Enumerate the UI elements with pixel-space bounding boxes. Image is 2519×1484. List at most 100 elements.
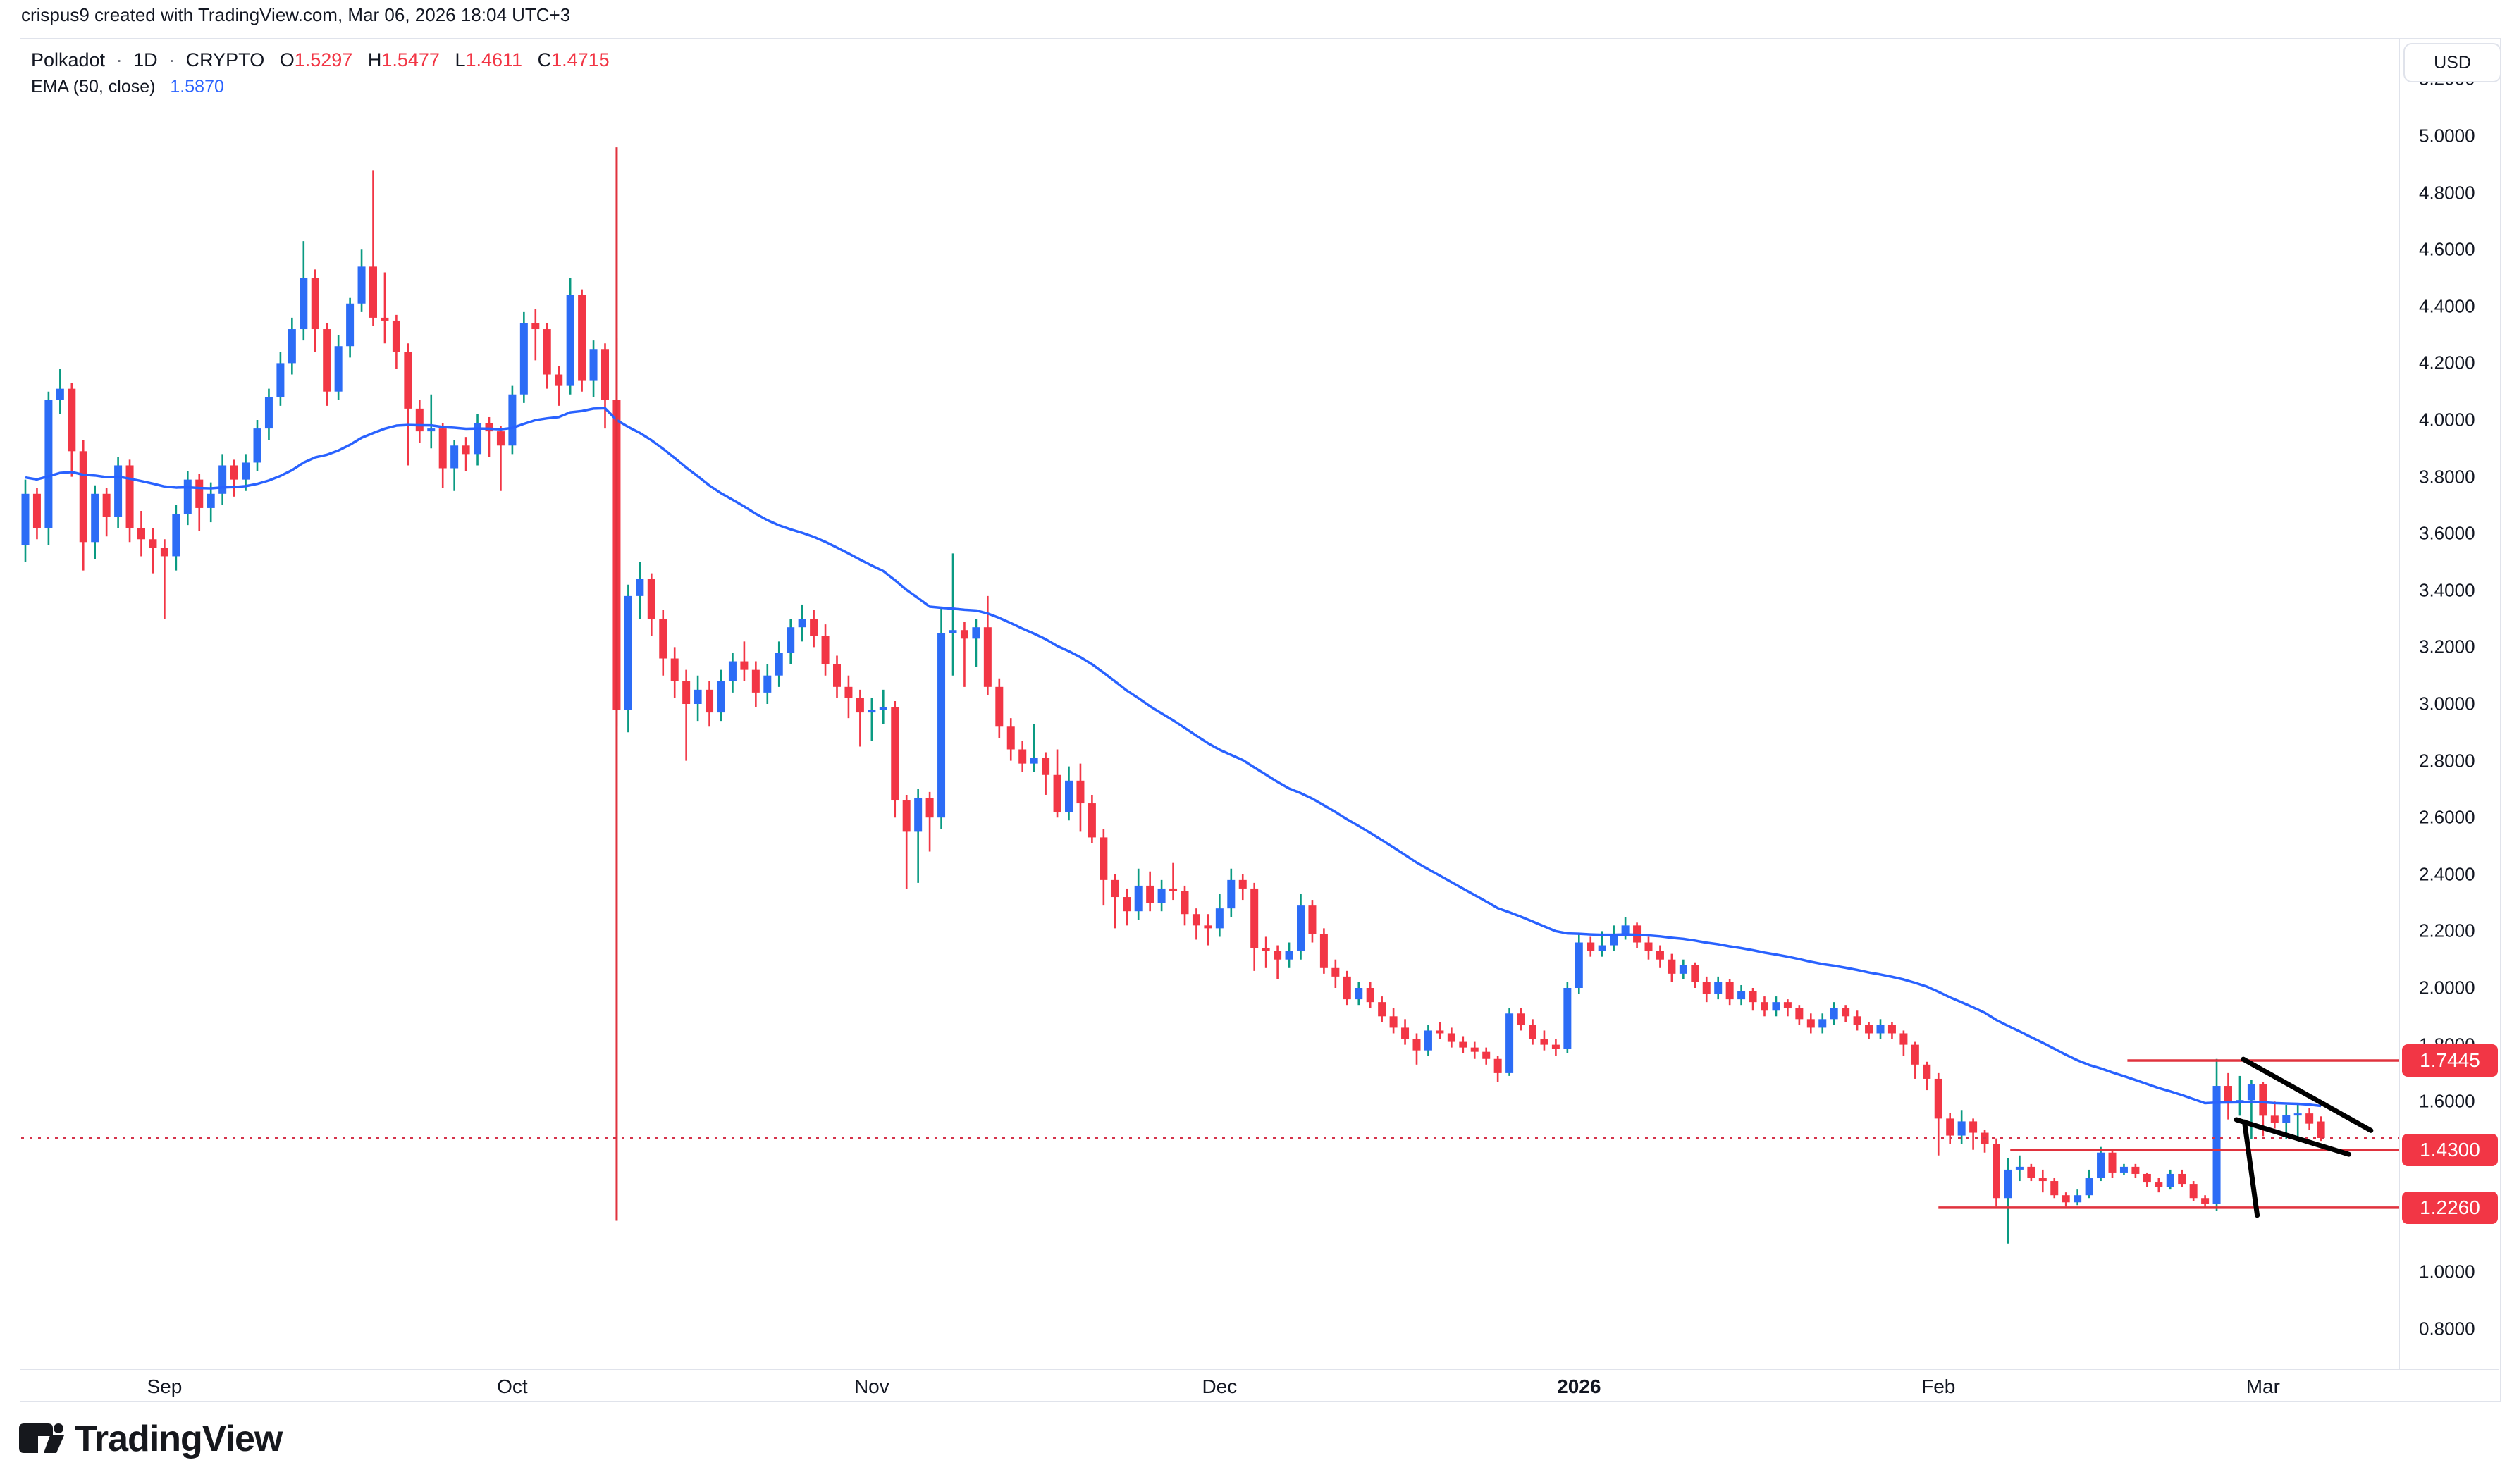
price-tick-label: 3.8000 — [2419, 466, 2475, 488]
price-flag-label: 1.7445 — [2402, 1044, 2498, 1077]
candle-body — [868, 710, 876, 713]
candle-body — [381, 317, 389, 321]
candle-body — [1470, 1047, 1479, 1052]
candle-body — [195, 479, 204, 508]
candle-body — [1076, 780, 1085, 804]
candle-body — [1865, 1025, 1873, 1034]
candle-body — [91, 493, 99, 543]
candle-body — [2143, 1173, 2151, 1183]
candle-body — [264, 397, 273, 429]
price-flag-label: 1.2260 — [2402, 1191, 2498, 1224]
candle-body — [2178, 1173, 2186, 1185]
tradingview-logo[interactable]: TradingView — [18, 1418, 283, 1460]
price-tick-label: 4.0000 — [2419, 409, 2475, 431]
candle-body — [1030, 758, 1038, 764]
legend-separator: · — [168, 49, 175, 70]
candle-body — [1830, 1008, 1838, 1020]
price-tick-label: 2.6000 — [2419, 806, 2475, 828]
price-tick-label: 3.4000 — [2419, 579, 2475, 601]
candle-body — [636, 579, 644, 596]
candle-body — [1737, 991, 1746, 1000]
candle-body — [1493, 1058, 1502, 1073]
candle-body — [1297, 905, 1305, 951]
candle-body — [740, 661, 749, 670]
candle-body — [438, 428, 447, 469]
price-tick-label: 3.0000 — [2419, 693, 2475, 715]
candle-body — [2212, 1086, 2221, 1204]
open-letter: O — [279, 49, 295, 70]
price-tick-label: 3.2000 — [2419, 636, 2475, 657]
candle-body — [798, 619, 806, 628]
candle-body — [2293, 1113, 2302, 1116]
interval-label[interactable]: 1D — [133, 49, 158, 70]
ema-indicator-value: 1.5870 — [170, 77, 224, 97]
candle-body — [300, 278, 308, 330]
candle-body — [1934, 1078, 1942, 1119]
candle-body — [925, 797, 934, 818]
candle-body — [1436, 1030, 1444, 1034]
candle-body — [1668, 959, 1676, 974]
candle-body — [160, 548, 168, 557]
candle-body — [1621, 925, 1630, 934]
candle-body — [427, 428, 436, 432]
candle-body — [1911, 1044, 1919, 1065]
low-value: 1.4611 — [465, 49, 523, 70]
candle-body — [2282, 1115, 2291, 1123]
candle-body — [624, 595, 632, 710]
candle-body — [311, 278, 319, 330]
candle-body — [2131, 1166, 2140, 1174]
candle-body — [68, 388, 76, 452]
time-axis-separator — [20, 1369, 2499, 1370]
candle-body — [960, 630, 968, 639]
candle-body — [1331, 967, 1340, 977]
candle-body — [1215, 908, 1224, 929]
candle-body — [2305, 1113, 2314, 1124]
candle-body — [462, 445, 470, 455]
candle-body — [1702, 982, 1711, 994]
candle-body — [728, 661, 737, 681]
candle-body — [763, 675, 772, 693]
candle-body — [1389, 1016, 1398, 1028]
time-tick-label: Mar — [2246, 1375, 2280, 1397]
candle-body — [1899, 1033, 1908, 1045]
candle-body — [589, 349, 598, 381]
candle-body — [2097, 1152, 2105, 1179]
price-tick-label: 2.4000 — [2419, 863, 2475, 885]
price-flag-label: 1.4300 — [2402, 1133, 2498, 1166]
candle-body — [172, 513, 180, 557]
candle-body — [2317, 1121, 2325, 1138]
ema-indicator-label[interactable]: EMA (50, close) — [31, 77, 156, 97]
candle-body — [670, 658, 679, 681]
open-value: 1.5297 — [294, 49, 353, 70]
candle-body — [276, 363, 285, 397]
candle-body — [1319, 934, 1328, 968]
candle-body — [972, 627, 980, 639]
candle-body — [1887, 1025, 1896, 1034]
time-tick-label: Sep — [147, 1375, 183, 1397]
candle-body — [914, 797, 923, 832]
candle-body — [218, 465, 227, 494]
candle-body — [1482, 1051, 1491, 1059]
candle-body — [1006, 726, 1015, 750]
candle-body — [357, 266, 366, 304]
price-tick-label: 4.2000 — [2419, 352, 2475, 373]
candle-body — [1644, 942, 1653, 951]
candle-body — [1783, 1002, 1792, 1008]
currency-usd-button[interactable]: USD — [2403, 43, 2501, 82]
candle-body — [2108, 1152, 2117, 1173]
low-letter: L — [455, 49, 466, 70]
candle-body — [682, 681, 691, 704]
candle-body — [1262, 948, 1270, 951]
candle-body — [949, 630, 957, 633]
candle-body — [415, 408, 424, 432]
candle-body — [1192, 914, 1200, 926]
candle-body — [856, 698, 864, 713]
candle-body — [1691, 965, 1699, 982]
symbol-name[interactable]: Polkadot — [31, 49, 106, 70]
candle-body — [1842, 1008, 1850, 1017]
candle-body — [1610, 934, 1618, 946]
close-letter: C — [537, 49, 552, 70]
candle-body — [149, 539, 157, 548]
candle-body — [1806, 1019, 1815, 1028]
